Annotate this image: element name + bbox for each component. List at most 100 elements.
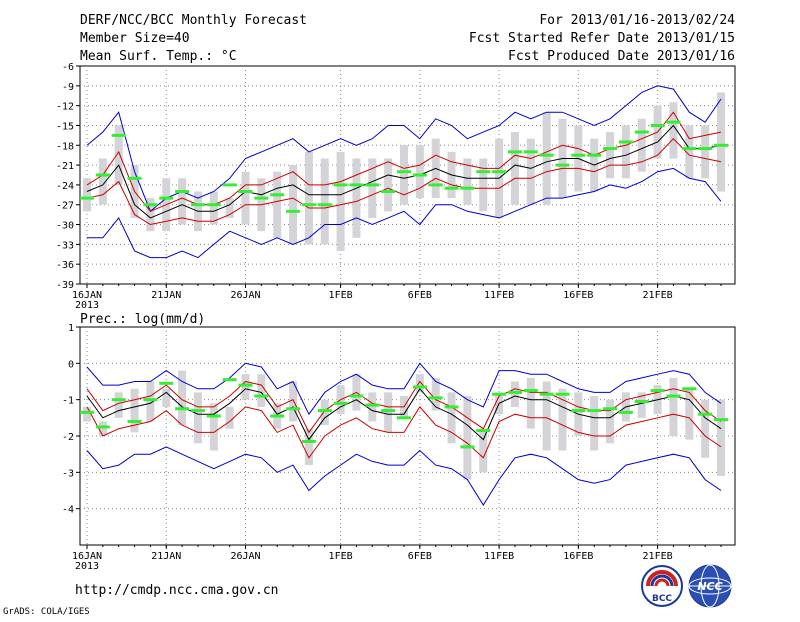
precipitation-spread-box [257,374,266,407]
temperature-spread-box [320,158,329,245]
precipitation-spread-box [304,428,313,466]
header-started: Fcst Started Refer Date 2013/01/15 [469,31,735,46]
precipitation-spread-box [479,428,488,473]
precipitation-ytick-label: 0 [68,359,74,370]
temperature-median-mark [286,209,301,213]
footer-grads: GrADS: COLA/IGES [3,607,90,617]
temperature-spread-box [241,171,250,225]
precipitation-median-mark [190,409,205,413]
header-period: For 2013/01/16-2013/02/24 [539,13,735,28]
temperature-xtick-label: 21FEB [643,290,673,301]
temperature-spread-box [621,125,630,179]
precipitation-spread-box [83,406,91,422]
temperature-median-mark [444,186,459,190]
precipitation-xtick-label: 11FEB [484,551,514,562]
temperature-xtick-label: 21JAN [151,290,181,301]
precipitation-median-mark [143,398,158,402]
temperature-median-mark [222,183,237,187]
precipitation-median-mark [460,445,475,449]
temperature-spread-box [606,132,615,179]
temperature-spread-box [510,132,519,205]
temperature-spread-box [178,178,187,225]
temperature-median-mark [365,183,380,187]
precipitation-median-mark [666,394,681,398]
precipitation-median-mark [523,389,538,393]
precipitation-median-mark [412,385,427,389]
precipitation-median-mark [381,409,396,413]
temperature-spread-box [701,125,710,179]
precipitation-median-mark [365,403,380,407]
precipitation-spread-box [130,388,139,433]
ncc-logo-icon: NCC [688,564,732,608]
temperature-spread-box [114,125,123,185]
temperature-plot-frame [79,65,736,285]
temperature-xtick-label: 6FEB [408,290,432,301]
temperature-max-line [86,85,722,213]
temperature-xtick-label: 11FEB [484,290,514,301]
precip-title: Prec.: log(mm/d) [80,312,205,327]
temperature-median-mark [571,153,586,157]
precipitation-median-mark [333,401,348,405]
precipitation-boxes [83,370,725,480]
temperature-xtick-label: 16JAN [72,290,102,301]
temperature-median-mark [682,147,697,151]
precipitation-ytick-label: -2 [62,432,74,443]
temperature-median-mark [666,120,681,124]
bcc-logo-text: BCC [652,594,672,604]
precipitation-xtick-label: 6FEB [408,551,432,562]
precipitation-year-label: 2013 [75,561,99,572]
precipitation-grid [80,327,735,545]
precipitation-spread-box [384,392,393,433]
precipitation-median-mark [714,418,728,422]
precipitation-median-mark [682,387,697,391]
temperature-ytick-label: -21 [56,161,74,172]
temperature-median-mark [206,203,221,207]
temperature-spread-box [669,102,678,159]
precipitation-spread-box [431,377,440,411]
precipitation-median-mark [111,398,126,402]
temperature-ytick-label: -24 [56,181,74,192]
header-produced: Fcst Produced Date 2013/01/16 [508,49,735,64]
precipitation-spread-box [685,388,694,440]
header-title: DERF/NCC/BCC Monthly Forecast [80,13,307,28]
precipitation-median-mark [349,394,364,398]
temperature-spread-box [637,118,646,172]
precipitation-spread-box [241,374,250,400]
precipitation-spread-box [178,370,187,426]
temperature-median-mark [238,190,253,194]
temperature-median-mark [397,170,411,174]
precipitation-median-mark [159,381,174,385]
temperature-median-mark [539,153,554,157]
precipitation-median-mark [650,389,665,393]
precipitation-spread-box [526,377,535,429]
precipitation-median-mark [301,439,316,443]
precipitation-spread-box [637,392,646,418]
temperature-median-mark [349,183,364,187]
precipitation-mean-minus-sd-line [86,406,722,459]
temperature-year-label: 2013 [75,300,99,311]
temperature-median-mark [428,183,443,187]
precipitation-median-mark [603,407,618,411]
precipitation-xtick-label: 21FEB [643,551,673,562]
precipitation-median-mark [428,396,443,400]
temperature-spread-box [542,112,551,205]
precipitation-spread-box [510,381,519,407]
temperature-median-mark [80,196,94,200]
precipitation-median-mark [175,407,190,411]
temperature-ytick-label: -36 [56,260,74,271]
temperature-median-mark [111,133,126,137]
temperature-median-mark [698,147,713,151]
precipitation-ytick-label: -3 [62,468,74,479]
precipitation-xtick-label: 16JAN [72,551,102,562]
temperature-spread-box [352,158,361,238]
precipitation-median-mark [618,410,633,414]
temperature-median-mark [603,147,618,151]
temperature-xtick-label: 26JAN [230,290,260,301]
temperature-ytick-label: -15 [56,121,74,132]
temperature-median-mark [714,143,728,147]
temperature-median-mark [555,163,570,167]
temperature-median-mark [412,173,427,177]
precipitation-spread-box [162,388,171,407]
